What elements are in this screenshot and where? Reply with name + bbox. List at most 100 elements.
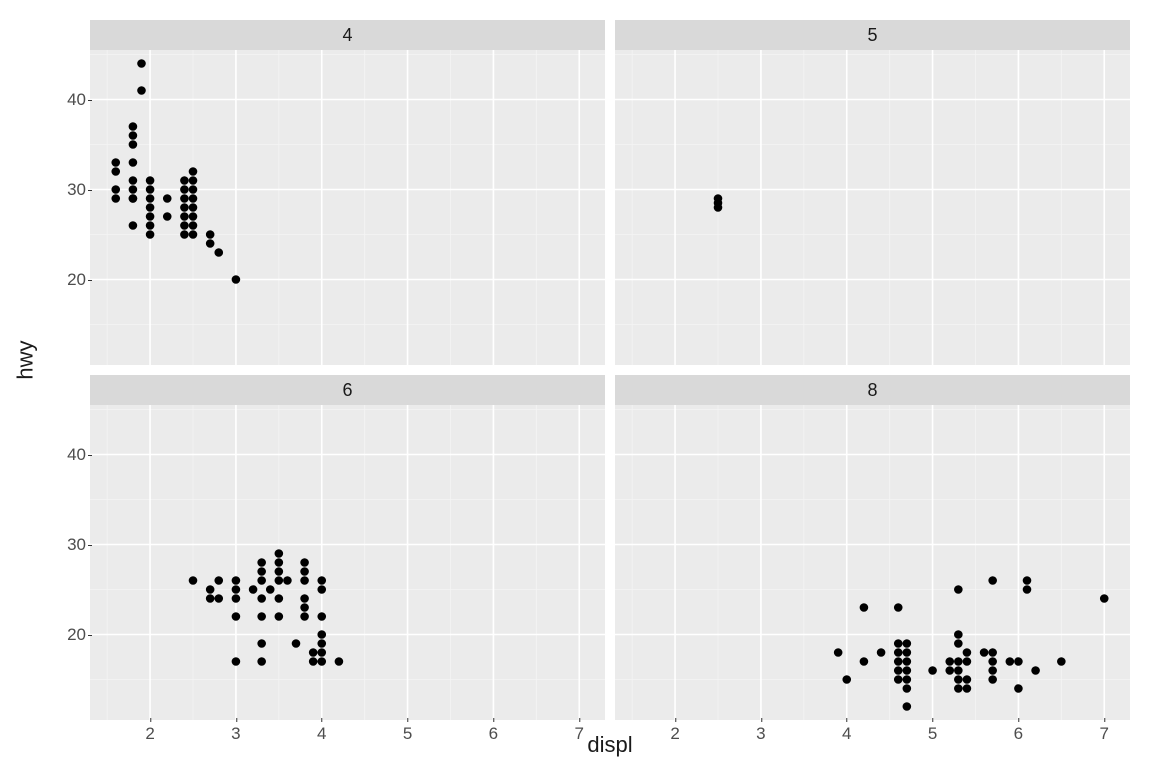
data-point xyxy=(275,594,284,603)
data-point xyxy=(903,639,912,648)
data-point xyxy=(275,558,284,567)
x-tick-label: 3 xyxy=(231,724,240,744)
data-point xyxy=(146,221,155,230)
data-point xyxy=(146,185,155,194)
data-point xyxy=(945,657,954,666)
data-point xyxy=(146,230,155,239)
data-point xyxy=(129,176,138,185)
plot-panel xyxy=(90,405,605,720)
data-point xyxy=(842,675,851,684)
data-point xyxy=(275,567,284,576)
data-point xyxy=(180,230,189,239)
data-point xyxy=(317,630,326,639)
data-point xyxy=(317,612,326,621)
data-point xyxy=(206,585,215,594)
data-point xyxy=(232,594,241,603)
plot-panel xyxy=(615,405,1130,720)
data-point xyxy=(257,594,266,603)
y-axis-label: hwy xyxy=(13,340,39,379)
data-point xyxy=(860,603,869,612)
data-point xyxy=(300,558,309,567)
data-point xyxy=(257,639,266,648)
data-point xyxy=(283,576,292,585)
plot-panel xyxy=(90,50,605,365)
data-point xyxy=(180,221,189,230)
data-point xyxy=(146,212,155,221)
data-point xyxy=(189,167,198,176)
data-point xyxy=(309,657,318,666)
data-point xyxy=(129,122,138,131)
data-point xyxy=(180,203,189,212)
data-point xyxy=(894,657,903,666)
data-point xyxy=(232,585,241,594)
data-point xyxy=(180,212,189,221)
data-point xyxy=(232,612,241,621)
data-point xyxy=(275,612,284,621)
data-point xyxy=(954,630,963,639)
data-point xyxy=(206,239,215,248)
data-point xyxy=(232,576,241,585)
facet-grid: 4203040562345672030408234567 xyxy=(90,20,1130,720)
data-point xyxy=(894,675,903,684)
data-point xyxy=(163,194,172,203)
data-point xyxy=(988,648,997,657)
data-point xyxy=(146,194,155,203)
y-tick-label: 40 xyxy=(42,90,86,110)
data-point xyxy=(146,176,155,185)
data-point xyxy=(834,648,843,657)
data-point xyxy=(928,666,937,675)
data-point xyxy=(945,666,954,675)
data-point xyxy=(903,702,912,711)
data-point xyxy=(1057,657,1066,666)
x-tick-label: 6 xyxy=(1014,724,1023,744)
data-point xyxy=(317,585,326,594)
plot-panel xyxy=(615,50,1130,365)
data-point xyxy=(988,666,997,675)
data-point xyxy=(189,230,198,239)
data-point xyxy=(317,576,326,585)
data-point xyxy=(249,585,258,594)
data-point xyxy=(180,176,189,185)
data-point xyxy=(954,684,963,693)
y-tick-container: 203040 xyxy=(42,50,86,365)
data-point xyxy=(189,176,198,185)
data-point xyxy=(903,666,912,675)
data-point xyxy=(189,221,198,230)
data-point xyxy=(146,203,155,212)
data-point xyxy=(894,648,903,657)
facet-strip: 6 xyxy=(90,375,605,405)
data-point xyxy=(954,639,963,648)
panel-wrap: 234567 xyxy=(90,405,605,720)
data-point xyxy=(317,639,326,648)
facet-chart: hwy displ 4203040562345672030408234567 xyxy=(10,10,1142,758)
data-point xyxy=(1006,657,1015,666)
panel-wrap xyxy=(615,50,1130,365)
y-tick-container: 203040 xyxy=(42,405,86,720)
facet-strip: 5 xyxy=(615,20,1130,50)
data-point xyxy=(189,203,198,212)
data-point xyxy=(963,675,972,684)
data-point xyxy=(300,612,309,621)
x-tick-label: 4 xyxy=(842,724,851,744)
panel-wrap: 234567 xyxy=(615,405,1130,720)
data-point xyxy=(180,185,189,194)
x-tick-label: 7 xyxy=(575,724,584,744)
x-tick-label: 4 xyxy=(317,724,326,744)
data-point xyxy=(214,576,223,585)
data-point xyxy=(129,131,138,140)
data-point xyxy=(214,594,223,603)
facet-panel: 8234567 xyxy=(615,375,1130,720)
data-point xyxy=(189,194,198,203)
data-point xyxy=(129,140,138,149)
data-point xyxy=(129,221,138,230)
data-point xyxy=(309,648,318,657)
x-tick-label: 6 xyxy=(489,724,498,744)
data-point xyxy=(206,230,215,239)
data-point xyxy=(257,558,266,567)
data-point xyxy=(214,248,223,257)
data-point xyxy=(903,657,912,666)
x-tick-container: 234567 xyxy=(90,724,605,748)
facet-strip: 8 xyxy=(615,375,1130,405)
data-point xyxy=(137,86,146,95)
data-point xyxy=(903,675,912,684)
